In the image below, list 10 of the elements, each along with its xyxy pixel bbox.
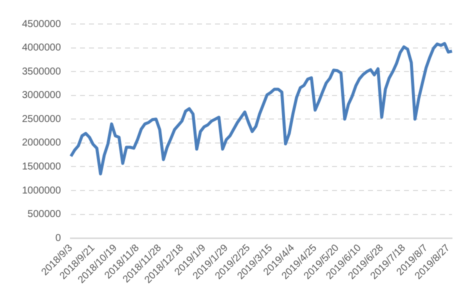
y-tick-label: 2500000 bbox=[22, 114, 62, 125]
y-tick-label: 4500000 bbox=[22, 18, 62, 30]
y-tick-label: 3000000 bbox=[22, 90, 62, 102]
y-tick-label: 0 bbox=[55, 232, 62, 244]
y-tick-label: 4000000 bbox=[22, 42, 62, 54]
y-tick-label: 3500000 bbox=[22, 66, 62, 78]
y-tick-label: 2000000 bbox=[22, 138, 62, 149]
y-tick-label: 1000000 bbox=[22, 185, 62, 196]
y-tick-label: 1500000 bbox=[22, 162, 62, 172]
y-tick-label: 500000 bbox=[28, 209, 62, 220]
